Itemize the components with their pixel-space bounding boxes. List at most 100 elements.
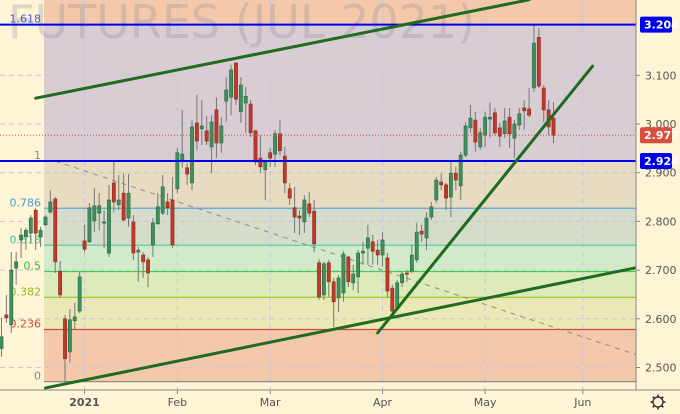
candle[interactable] [219, 117, 224, 153]
candle[interactable] [322, 261, 326, 300]
candle[interactable] [370, 235, 375, 265]
candle[interactable] [77, 272, 82, 313]
candle[interactable] [165, 193, 170, 216]
candle[interactable] [434, 177, 439, 203]
candle[interactable] [185, 162, 190, 185]
candle[interactable] [190, 120, 194, 191]
candle[interactable] [478, 127, 483, 150]
candle[interactable] [63, 314, 67, 383]
candle[interactable] [238, 77, 243, 124]
candle[interactable] [463, 122, 468, 158]
candle[interactable] [82, 224, 87, 253]
candle[interactable] [4, 294, 9, 323]
candle[interactable] [131, 215, 136, 260]
candle[interactable] [53, 197, 58, 274]
candle[interactable] [151, 217, 155, 257]
candle[interactable] [380, 232, 385, 267]
candle[interactable] [414, 222, 419, 263]
candle[interactable] [336, 274, 341, 312]
candle[interactable] [199, 100, 204, 145]
candle[interactable] [292, 186, 297, 234]
candle[interactable] [146, 256, 150, 288]
candle[interactable] [541, 85, 546, 123]
candle[interactable] [405, 270, 409, 282]
candle[interactable] [195, 94, 199, 150]
candle[interactable] [43, 215, 48, 226]
candle[interactable] [302, 195, 307, 234]
candle[interactable] [507, 107, 512, 148]
time-axis[interactable]: 2021 Feb Mar Apr May Jun [0, 389, 680, 414]
candle[interactable] [243, 86, 248, 133]
candle[interactable] [141, 252, 146, 278]
candle[interactable] [536, 28, 541, 88]
candle[interactable] [512, 120, 517, 159]
candle[interactable] [458, 151, 463, 200]
candle[interactable] [351, 264, 356, 291]
candle[interactable] [170, 177, 175, 249]
candle[interactable] [527, 87, 531, 118]
candle[interactable] [87, 202, 92, 243]
candle[interactable] [24, 227, 28, 251]
candle[interactable] [492, 107, 497, 136]
trend-line[interactable] [43, 266, 639, 390]
candle[interactable] [385, 253, 390, 298]
trend-line[interactable] [34, 0, 531, 100]
candle[interactable] [517, 107, 522, 130]
candle[interactable] [346, 255, 351, 288]
candle[interactable] [522, 100, 527, 130]
candle[interactable] [444, 182, 448, 211]
gear-icon[interactable] [650, 394, 666, 410]
candle[interactable] [116, 175, 121, 211]
candle[interactable] [234, 62, 238, 106]
candle[interactable] [502, 107, 507, 139]
candle[interactable] [175, 147, 180, 194]
candle[interactable] [390, 284, 395, 313]
candle[interactable] [356, 250, 361, 293]
candle[interactable] [14, 252, 19, 285]
candle[interactable] [468, 105, 473, 133]
candle[interactable] [19, 227, 23, 258]
candle[interactable] [224, 77, 229, 123]
candle[interactable] [375, 239, 380, 265]
candle[interactable] [551, 102, 556, 143]
candle[interactable] [107, 184, 111, 257]
candle[interactable] [72, 302, 77, 331]
candle[interactable] [317, 258, 321, 300]
candle[interactable] [67, 309, 72, 363]
candle[interactable] [48, 190, 53, 214]
candle[interactable] [449, 160, 453, 218]
candle[interactable] [155, 193, 160, 225]
candle[interactable] [361, 241, 365, 265]
candle[interactable] [497, 123, 502, 147]
candle[interactable] [429, 201, 434, 220]
candle[interactable] [268, 147, 273, 167]
candle[interactable] [0, 317, 4, 357]
candle[interactable] [409, 244, 414, 274]
candle[interactable] [278, 120, 282, 156]
candle[interactable] [488, 102, 492, 139]
candle[interactable] [126, 174, 131, 227]
candle[interactable] [248, 100, 253, 138]
candle[interactable] [439, 173, 444, 191]
candle[interactable] [424, 212, 429, 251]
candle[interactable] [204, 116, 209, 145]
candle[interactable] [282, 146, 287, 194]
candle[interactable] [258, 135, 263, 174]
candle[interactable] [38, 226, 43, 247]
candle[interactable] [326, 259, 331, 297]
candle[interactable] [33, 207, 38, 251]
candle[interactable] [97, 193, 102, 231]
candle[interactable] [92, 187, 97, 233]
candle[interactable] [400, 272, 404, 288]
trend-line[interactable] [376, 64, 595, 335]
price-axis[interactable]: 3.1003.0002.9002.8002.7002.6002.5003.204… [635, 0, 680, 414]
candle[interactable] [532, 24, 536, 92]
candle[interactable] [419, 224, 424, 242]
candle[interactable] [160, 175, 165, 216]
candle[interactable] [9, 252, 14, 333]
candle[interactable] [214, 97, 219, 159]
candle[interactable] [312, 199, 317, 253]
candle[interactable] [287, 182, 292, 205]
candle[interactable] [209, 115, 214, 174]
candle[interactable] [111, 160, 116, 213]
